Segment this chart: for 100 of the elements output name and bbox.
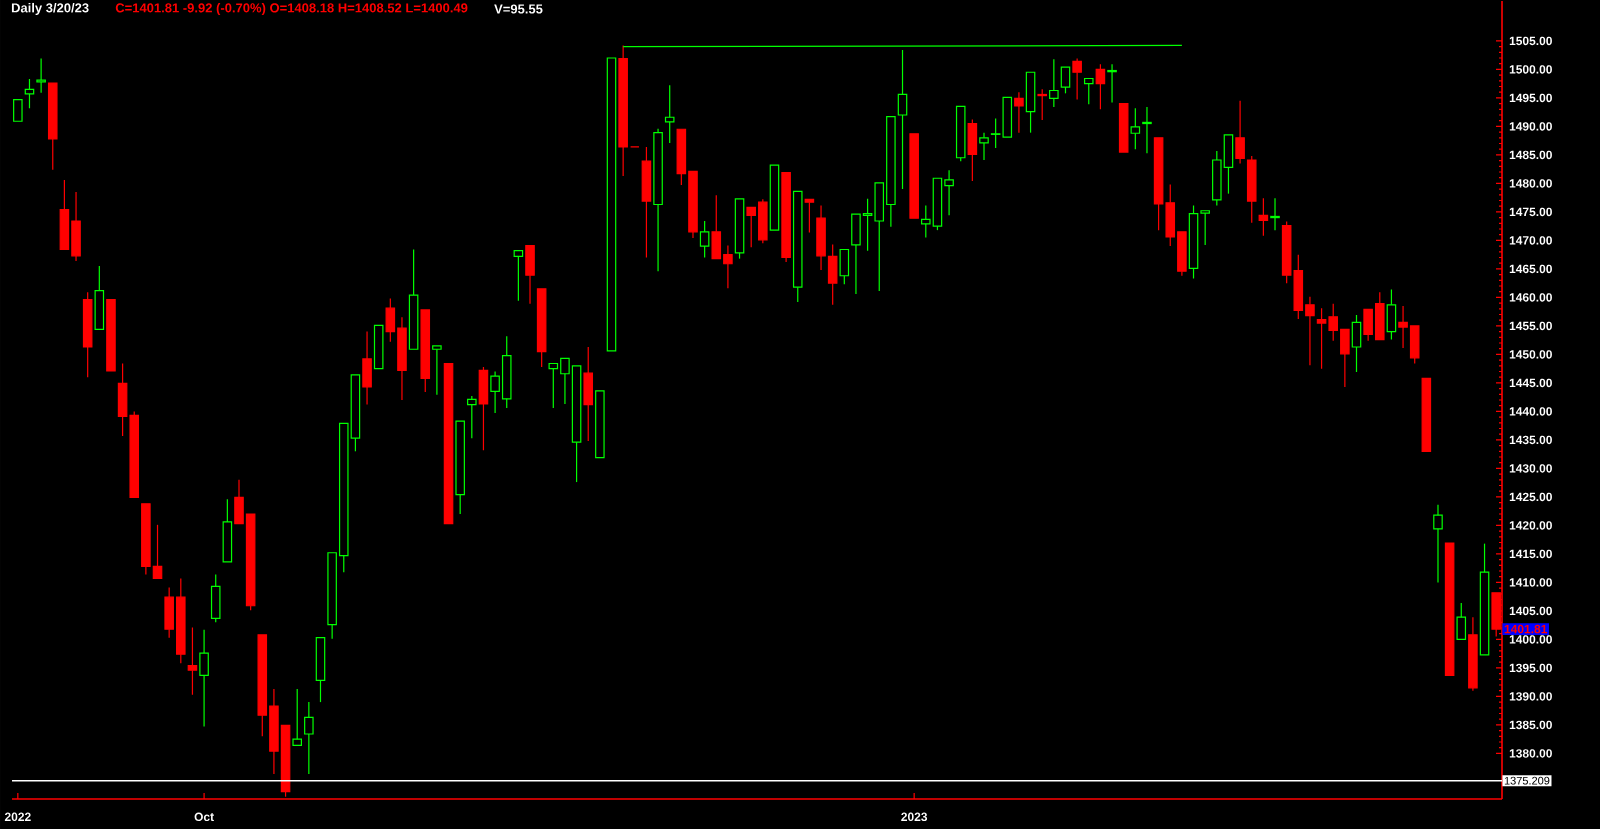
candlestick [583, 346, 594, 442]
candlestick [1142, 106, 1152, 154]
candlestick [257, 634, 268, 737]
candlestick [1421, 377, 1432, 452]
candlestick [886, 116, 896, 228]
candlestick [1037, 88, 1047, 121]
candlestick [467, 395, 477, 439]
candlestick [664, 84, 675, 144]
chart-subtitle: C=1401.81 -9.92 (-0.70%) O=1408.18 H=1408.52 L=1400.49 [115, 2, 468, 16]
candlestick [874, 182, 885, 292]
candlestick [152, 524, 163, 579]
candlestick [1235, 100, 1245, 165]
y-tick-label: 1435.00 [1509, 435, 1552, 445]
candlestick [525, 244, 535, 305]
candlestick [24, 78, 35, 109]
candlestick [71, 191, 81, 262]
candlestick [1328, 303, 1339, 342]
candlestick [1223, 134, 1234, 195]
y-tick-label: 1470.00 [1509, 236, 1552, 245]
annotation: V=95.55 [494, 4, 543, 14]
candlestick [1398, 305, 1408, 349]
candlestick [362, 330, 372, 406]
candlestick [688, 170, 698, 239]
ref-line-label: 1375.209 [1504, 776, 1550, 785]
candlestick [13, 99, 23, 122]
candlestick [1386, 288, 1397, 341]
candlestick [373, 324, 384, 370]
candlestick [1305, 296, 1315, 366]
candlestick [397, 316, 407, 401]
candlestick [897, 49, 908, 190]
candlestick [967, 118, 978, 182]
y-tick-label: 1475.00 [1509, 207, 1552, 217]
y-tick-label: 1480.00 [1509, 179, 1552, 188]
candlestick [47, 82, 58, 171]
candlestick [979, 132, 989, 161]
candlestick [141, 503, 151, 576]
candlestick [1258, 197, 1269, 237]
candlestick [199, 629, 209, 728]
candlestick [222, 498, 233, 563]
candlestick [1188, 205, 1199, 280]
candlestick [36, 57, 46, 94]
candlestick [944, 169, 954, 216]
y-tick-label: 1430.00 [1509, 464, 1552, 473]
candlestick [1049, 58, 1059, 108]
y-tick-label: 1385.00 [1509, 720, 1552, 730]
candlestick [1479, 543, 1490, 656]
x-tick-label: 2023 [901, 812, 928, 822]
x-tick-label: Oct [194, 812, 214, 822]
candlestick [1270, 197, 1280, 231]
candlestick [1340, 328, 1350, 388]
y-tick-label: 1455.00 [1509, 321, 1552, 331]
candlestick [1014, 91, 1024, 134]
candlestick [1118, 102, 1129, 153]
candlestick [1316, 307, 1327, 370]
y-tick-label: 1495.00 [1509, 93, 1552, 103]
candlestick [1433, 504, 1443, 583]
candlestick [385, 297, 396, 343]
candlestick [571, 365, 582, 483]
y-tick-label: 1500.00 [1509, 65, 1552, 74]
y-tick-label: 1450.00 [1509, 350, 1552, 359]
candlestick [804, 198, 815, 234]
candlestick [1246, 155, 1257, 224]
candlestick [1177, 231, 1187, 277]
candlestick [711, 194, 722, 260]
y-tick-label: 1445.00 [1509, 378, 1552, 388]
candlestick [723, 244, 733, 289]
candlestick [443, 362, 454, 525]
candlestick [862, 198, 873, 252]
candlestick [269, 688, 279, 775]
y-tick-label: 1390.00 [1509, 692, 1552, 701]
candlestick [513, 250, 524, 302]
candlestick [595, 390, 605, 459]
candlestick [501, 335, 512, 409]
candlestick [1200, 210, 1210, 246]
y-tick-label: 1400.00 [1509, 635, 1552, 644]
candlestick [1083, 77, 1094, 105]
chart-title: Daily 3/20/23 [11, 2, 89, 16]
candlestick [827, 243, 838, 306]
text: 1401.81 [1504, 624, 1548, 634]
candlestick [1165, 183, 1176, 247]
candlestick [1025, 71, 1036, 134]
y-tick-label: 1465.00 [1509, 264, 1552, 274]
y-tick-label: 1490.00 [1509, 122, 1552, 131]
candlestick [234, 479, 244, 525]
y-tick-label: 1380.00 [1509, 749, 1552, 758]
candlestick [769, 164, 780, 231]
candlestick [176, 577, 186, 664]
candlestick [490, 370, 500, 414]
candlestick [921, 205, 931, 239]
candlestick [618, 44, 628, 177]
y-tick-label: 1505.00 [1509, 36, 1552, 46]
candlestick [408, 248, 419, 350]
candlestick [851, 213, 861, 295]
x-tick-label: 2022 [4, 812, 31, 822]
candlestick [327, 552, 337, 640]
y-tick-label: 1410.00 [1509, 578, 1552, 587]
y-tick-label: 1425.00 [1509, 492, 1552, 502]
candlestick [641, 146, 652, 259]
candlestick [292, 688, 302, 747]
y-tick-label: 1420.00 [1509, 521, 1552, 530]
